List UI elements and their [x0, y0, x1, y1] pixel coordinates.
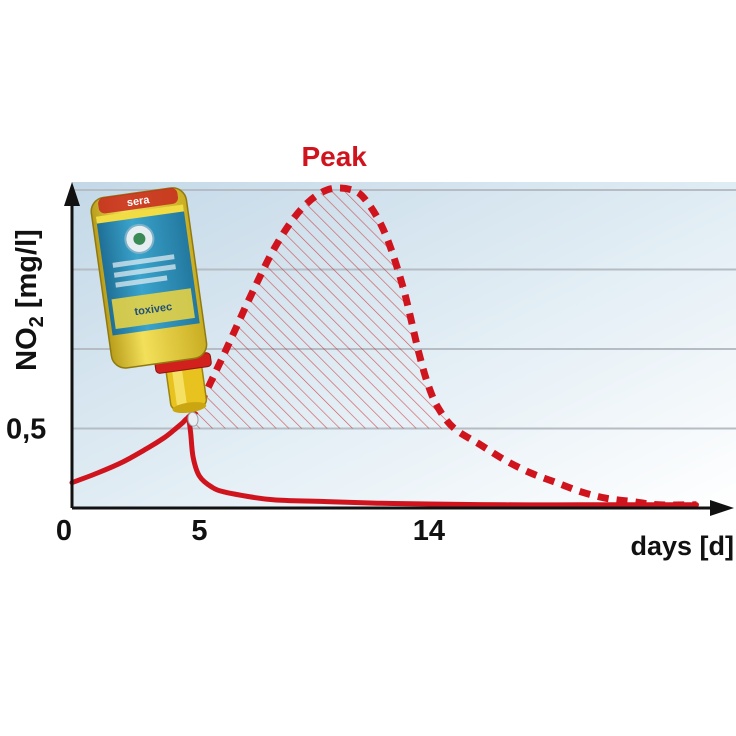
y-tick-label-0: 0,5 — [6, 413, 46, 445]
peak-annotation: Peak — [301, 141, 367, 172]
x-tick-label-14: 14 — [413, 515, 445, 547]
series-dashed-peak-line — [185, 184, 697, 509]
y-axis-title: NO2 [mg/l] — [11, 229, 48, 371]
x-tick-label-5: 5 — [191, 515, 207, 547]
product-bottle-icon: toxivec sera — [90, 187, 212, 427]
x-axis-arrow-icon — [710, 500, 734, 516]
series-solid-line — [69, 416, 699, 508]
y-axis-arrow-icon — [64, 182, 80, 206]
y-tick-labels: 0,5 — [6, 413, 46, 445]
x-tick-labels: 0 5 14 — [56, 515, 445, 547]
x-tick-label-0: 0 — [56, 515, 72, 547]
bottle-label-text: toxivec — [134, 301, 173, 318]
x-axis-title: days [d] — [630, 531, 734, 561]
bottle-brand-text: sera — [126, 194, 151, 209]
